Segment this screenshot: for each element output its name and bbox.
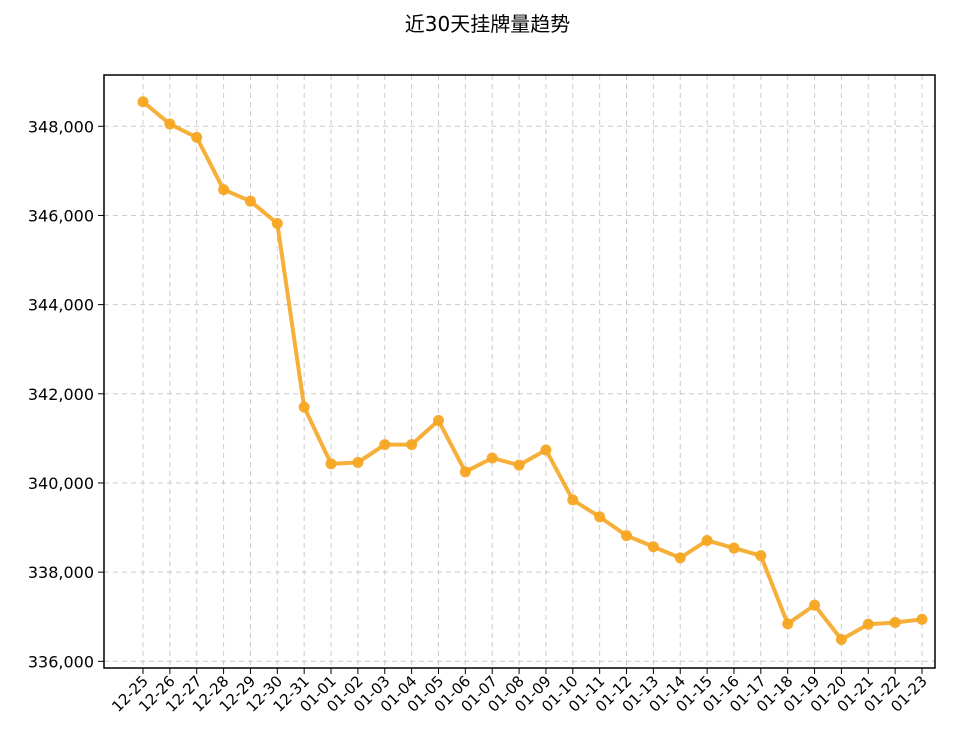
data-point	[540, 444, 552, 456]
data-point	[244, 195, 256, 207]
data-point	[594, 511, 606, 523]
data-point	[218, 184, 230, 196]
data-point	[674, 552, 686, 564]
y-tick-label: 342,000	[28, 385, 94, 404]
data-point	[191, 131, 203, 143]
data-point	[621, 530, 633, 542]
data-point	[835, 633, 847, 645]
data-point	[782, 618, 794, 630]
y-tick-label: 336,000	[28, 652, 94, 671]
y-tick-label: 346,000	[28, 206, 94, 225]
data-point	[889, 617, 901, 629]
data-point	[298, 401, 310, 413]
y-tick-label: 348,000	[28, 117, 94, 136]
data-point	[406, 439, 418, 451]
series-line	[141, 99, 924, 642]
data-point	[379, 439, 391, 451]
data-point	[352, 456, 364, 468]
data-point	[916, 613, 928, 625]
plot-frame	[103, 74, 936, 669]
data-point	[486, 452, 498, 464]
data-point	[513, 459, 525, 471]
y-tick-label: 344,000	[28, 296, 94, 315]
data-point	[755, 550, 767, 562]
data-point	[432, 415, 444, 427]
data-point	[164, 118, 176, 130]
data-point	[137, 96, 149, 108]
data-point	[567, 494, 579, 506]
data-point	[271, 217, 283, 229]
data-point	[325, 458, 337, 470]
data-point	[701, 534, 713, 546]
data-point	[459, 466, 471, 478]
data-point	[809, 599, 821, 611]
y-tick-label: 340,000	[28, 474, 94, 493]
data-point	[728, 542, 740, 554]
chart-title: 近30天挂牌量趋势	[404, 12, 571, 36]
data-point	[647, 541, 659, 553]
y-tick-label: 338,000	[28, 563, 94, 582]
data-point	[862, 618, 874, 630]
